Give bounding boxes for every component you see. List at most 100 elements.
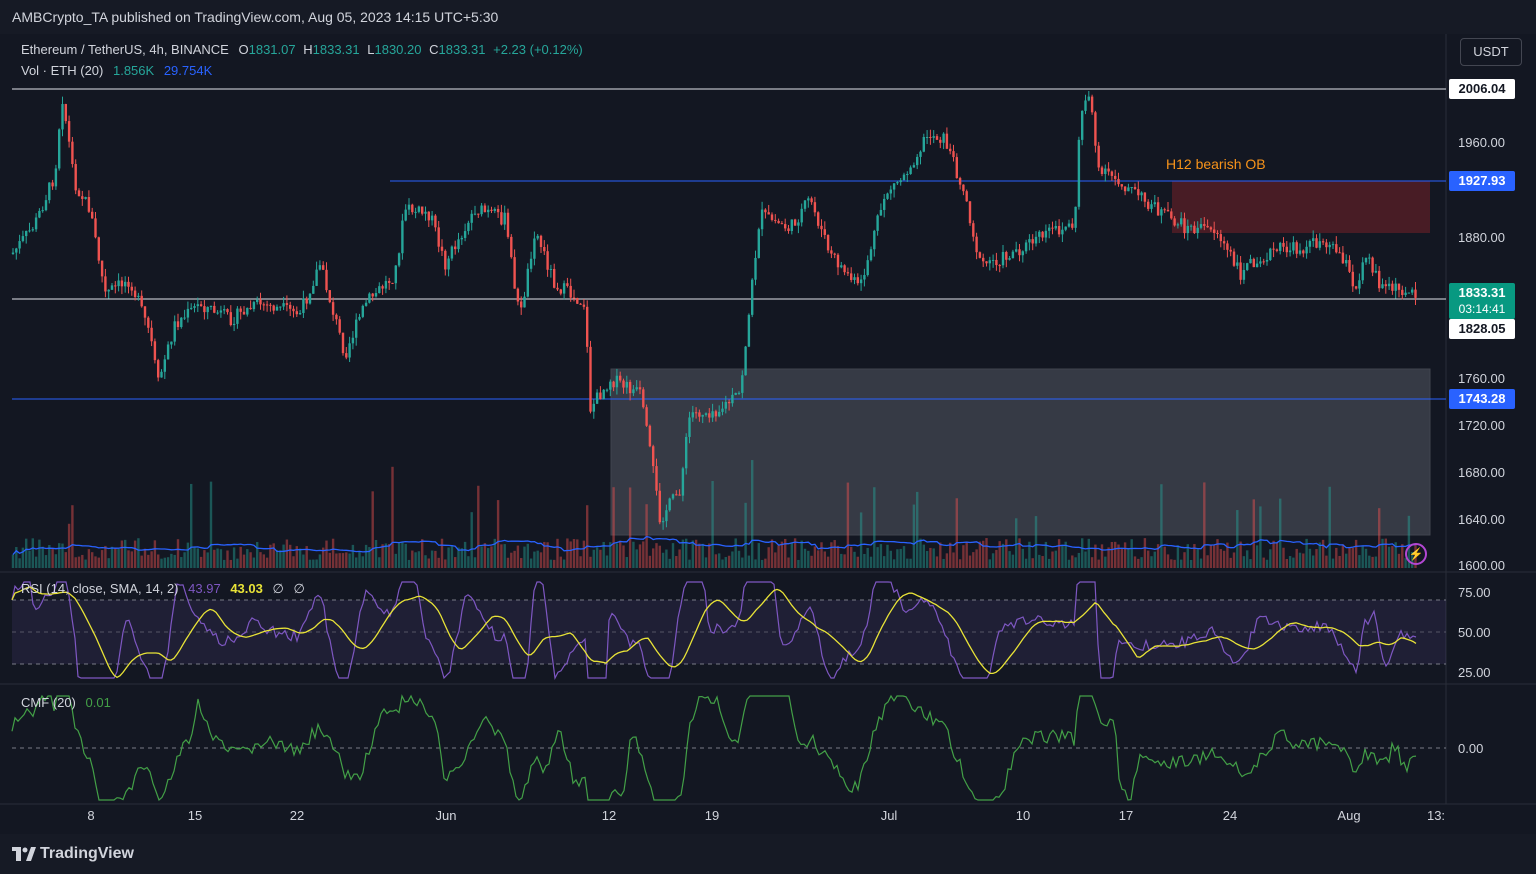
volume-bar xyxy=(421,539,424,568)
volume-bar xyxy=(100,550,104,568)
volume-bar xyxy=(757,543,760,568)
chart-canvas[interactable] xyxy=(0,34,1536,834)
volume-legend[interactable]: Vol · ETH (20) 1.856K 29.754K xyxy=(21,63,212,78)
candle-body xyxy=(1054,226,1057,229)
volume-bar xyxy=(741,557,744,568)
candle-body xyxy=(351,337,355,344)
candle-body xyxy=(982,257,985,262)
candle-body xyxy=(902,174,906,181)
volume-bar xyxy=(1147,550,1150,568)
lightning-icon[interactable]: ⚡ xyxy=(1405,543,1427,565)
volume-bar xyxy=(1193,544,1196,568)
candle-body xyxy=(853,277,856,280)
price-tag-support: 1743.28 xyxy=(1449,389,1515,409)
candle-body xyxy=(1110,171,1114,176)
candle-body xyxy=(1133,187,1137,190)
volume-bar xyxy=(704,557,708,568)
candle-body xyxy=(780,223,784,225)
volume-bar xyxy=(1203,482,1206,568)
volume-bar xyxy=(1368,555,1371,568)
candle-body xyxy=(470,213,473,223)
volume-bar xyxy=(968,555,972,568)
candle-body xyxy=(358,316,361,320)
candle-body xyxy=(896,182,899,184)
volume-bar xyxy=(1150,556,1153,568)
time-tick: 10 xyxy=(1015,808,1031,823)
chart-background xyxy=(0,34,1536,834)
volume-bar xyxy=(127,550,130,568)
volume-bar xyxy=(754,559,757,568)
price-tick: 1720.00 xyxy=(1458,418,1505,433)
cmf-legend[interactable]: CMF (20) 0.01 xyxy=(21,695,111,710)
price-tick: 1680.00 xyxy=(1458,465,1505,480)
candle-body xyxy=(1219,234,1222,242)
volume-bar xyxy=(305,546,308,568)
candle-body xyxy=(754,257,757,280)
candle-body xyxy=(747,314,751,347)
candle-body xyxy=(797,222,800,226)
candle-body xyxy=(595,392,599,404)
volume-bar xyxy=(770,539,774,568)
candle-body xyxy=(529,258,533,269)
volume-bar xyxy=(589,556,592,568)
volume-bar xyxy=(1196,549,1199,568)
volume-bar xyxy=(978,541,982,568)
volume-bar xyxy=(777,545,780,568)
rsi-sma-value: 43.03 xyxy=(230,581,263,596)
volume-bar xyxy=(1127,548,1130,568)
cmf-line xyxy=(11,694,1417,802)
candle-body xyxy=(751,279,754,315)
candle-body xyxy=(77,190,81,197)
volume-bar xyxy=(810,555,813,568)
candle-body xyxy=(1374,270,1378,273)
volume-bar xyxy=(586,505,589,568)
volume-bar xyxy=(71,505,74,568)
volume-bar xyxy=(579,556,582,568)
volume-bar xyxy=(1387,546,1391,568)
symbol-legend[interactable]: Ethereum / TetherUS, 4h, BINANCE O1831.0… xyxy=(21,42,583,57)
candle-body xyxy=(54,168,58,187)
volume-bar xyxy=(1061,544,1064,568)
volume-bar xyxy=(787,557,790,568)
volume-bar xyxy=(691,540,694,568)
candle-body xyxy=(991,259,995,261)
time-tick: 24 xyxy=(1222,808,1238,823)
candle-body xyxy=(1321,241,1325,243)
volume-bar xyxy=(223,559,226,568)
candle-body xyxy=(978,252,982,258)
candle-body xyxy=(856,277,859,284)
candle-body xyxy=(180,317,183,328)
candle-body xyxy=(1051,227,1054,229)
volume-bar xyxy=(622,545,625,568)
volume-bar xyxy=(430,550,434,568)
currency-button[interactable]: USDT xyxy=(1460,38,1522,66)
volume-bar xyxy=(533,551,536,568)
tradingview-logo[interactable]: TradingView xyxy=(12,845,134,863)
volume-bar xyxy=(87,549,91,568)
candle-body xyxy=(147,317,150,328)
rsi-legend[interactable]: RSI (14, close, SMA, 14, 2) 43.97 43.03 … xyxy=(21,581,305,597)
volume-bar xyxy=(1206,555,1209,568)
candle-body xyxy=(1114,175,1117,179)
price-tick: 1640.00 xyxy=(1458,512,1505,527)
candle-body xyxy=(691,412,694,418)
candle-body xyxy=(124,281,127,287)
candle-body xyxy=(592,403,595,412)
bar-countdown: 03:14:41 xyxy=(1458,302,1506,316)
volume-bar xyxy=(935,556,939,568)
candle-body xyxy=(985,261,988,264)
volume-bar xyxy=(1180,559,1183,568)
volume-bar xyxy=(665,549,668,568)
candle-body xyxy=(1298,250,1302,254)
volume-bar xyxy=(1249,559,1252,568)
volume-bar xyxy=(160,558,163,568)
candle-body xyxy=(744,346,747,376)
candle-body xyxy=(430,215,434,221)
volume-bar xyxy=(1074,557,1077,568)
volume-bar xyxy=(157,554,160,568)
candle-body xyxy=(447,258,450,270)
volume-bar xyxy=(1038,554,1041,568)
candle-body xyxy=(1354,286,1358,289)
candle-body xyxy=(71,141,74,165)
volume-bar xyxy=(846,482,850,568)
